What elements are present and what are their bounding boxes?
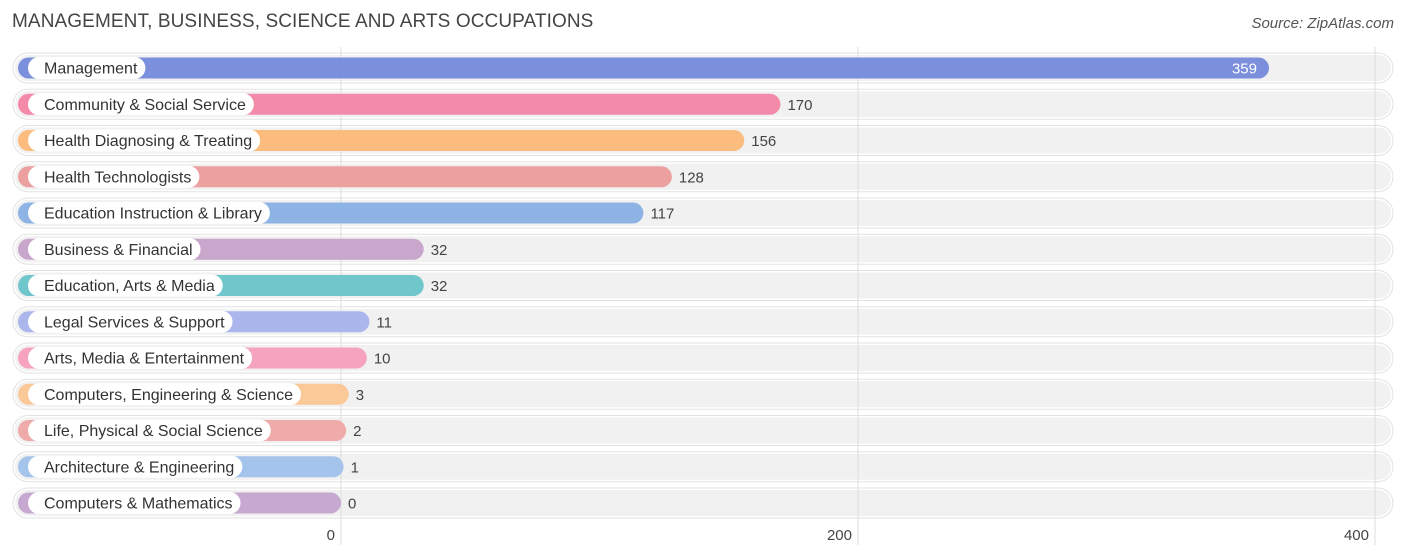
category-label-pill [28,274,223,297]
category-label-pill [28,165,200,188]
category-label: Management [44,61,138,78]
category-label: Education, Arts & Media [44,278,215,295]
value-label: 32 [431,278,448,295]
category-label: Life, Physical & Social Science [44,423,263,440]
value-label: 32 [431,242,448,259]
x-axis: 0 200 400 [327,527,1369,544]
value-label: 156 [751,133,776,150]
category-label-pill [28,129,261,152]
category-label-pill [28,347,253,369]
x-tick-label: 200 [827,527,852,544]
bar-track-fill [15,453,1391,480]
category-label: Community & Social Service [44,97,246,114]
category-label-pill [28,492,241,514]
value-label: 117 [650,206,674,223]
category-label-pill [28,57,146,79]
category-label: Health Diagnosing & Treating [44,133,252,150]
value-label: 10 [374,351,391,368]
value-label: 170 [787,97,812,114]
category-label: Education Instruction & Library [44,206,262,223]
category-label-pill [28,238,201,261]
chart-title: MANAGEMENT, BUSINESS, SCIENCE AND ARTS O… [12,11,594,32]
category-label: Architecture & Engineering [44,459,234,476]
value-label: 359 [1232,61,1257,78]
bars-layer: Management 359 Community & Social Service 1… [12,47,1394,545]
bar-track-fill [15,417,1391,444]
x-tick-label: 400 [1344,527,1369,544]
category-label: Legal Services & Support [44,314,225,331]
category-label: Arts, Media & Entertainment [44,351,245,368]
category-label: Computers & Mathematics [44,496,233,513]
value-label: 0 [348,496,356,513]
category-label: Computers, Engineering & Science [44,387,293,404]
value-label: 2 [353,423,361,440]
category-label-pill [28,383,302,406]
source-credit: Source: ZipAtlas.com [1251,15,1394,32]
bar [18,57,1270,79]
value-label: 128 [679,169,704,186]
category-label-pill [28,419,271,442]
category-label-pill [28,310,233,333]
bar-track-fill [15,490,1391,516]
x-tick-label: 0 [327,527,335,544]
value-label: 11 [376,314,392,331]
category-label-pill [28,202,270,224]
category-label-pill [28,455,243,478]
value-label: 3 [356,387,364,404]
bar-track-fill [15,381,1391,408]
value-label: 1 [351,459,359,476]
category-label-pill [28,93,254,116]
category-label: Business & Financial [44,242,193,259]
category-label: Health Technologists [44,169,191,186]
